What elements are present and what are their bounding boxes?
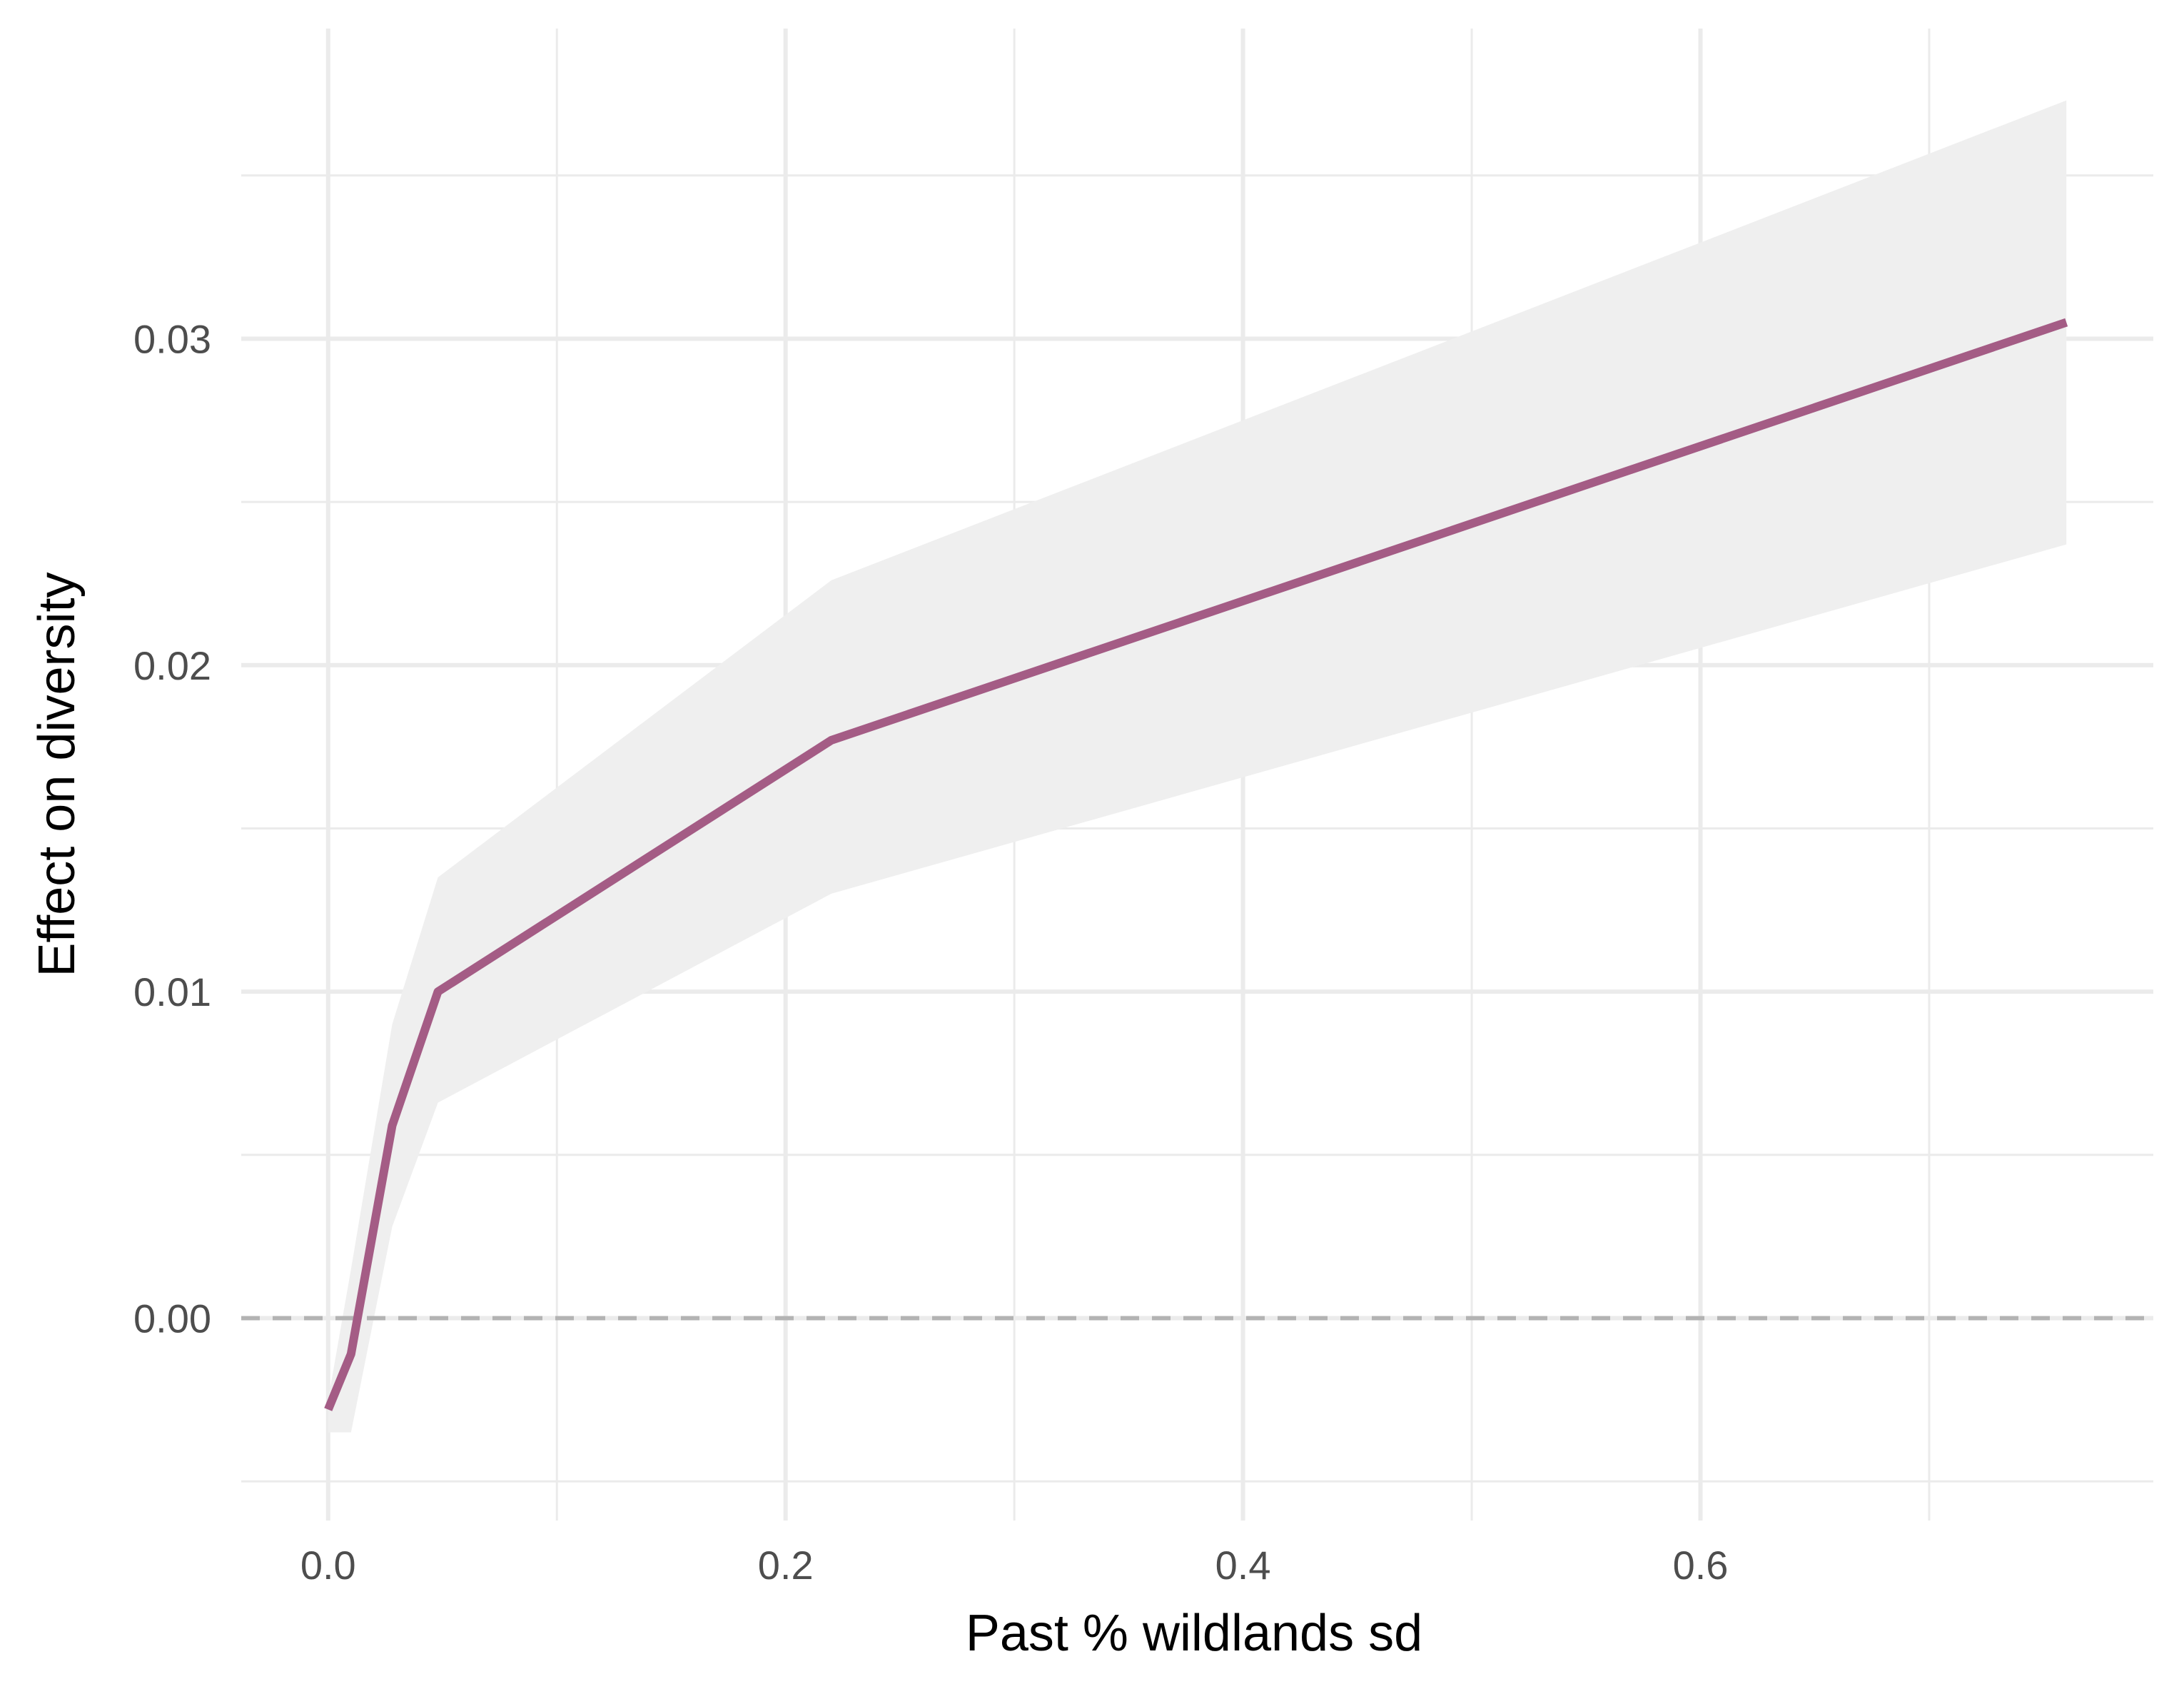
y-tick-label: 0.01 [133, 969, 211, 1014]
series-line-layer [324, 318, 2068, 1411]
x-tick-labels: 0.0 0.2 0.4 0.6 [300, 1543, 1729, 1588]
y-tick-labels: 0.00 0.01 0.02 0.03 [133, 316, 211, 1341]
x-tick-label: 0.2 [758, 1543, 814, 1588]
x-tick-label: 0.6 [1673, 1543, 1729, 1588]
series-line [324, 318, 2068, 1411]
confidence-ribbon-layer [328, 100, 2067, 1433]
x-tick-label: 0.4 [1215, 1543, 1271, 1588]
y-axis-title: Effect on diversity [29, 573, 86, 977]
x-axis-title: Past % wildlands sd [966, 1605, 1422, 1662]
x-tick-label: 0.0 [300, 1543, 356, 1588]
y-tick-label: 0.02 [133, 643, 211, 688]
y-tick-label: 0.03 [133, 316, 211, 361]
y-tick-label: 0.00 [133, 1296, 211, 1341]
confidence-ribbon [328, 100, 2067, 1433]
